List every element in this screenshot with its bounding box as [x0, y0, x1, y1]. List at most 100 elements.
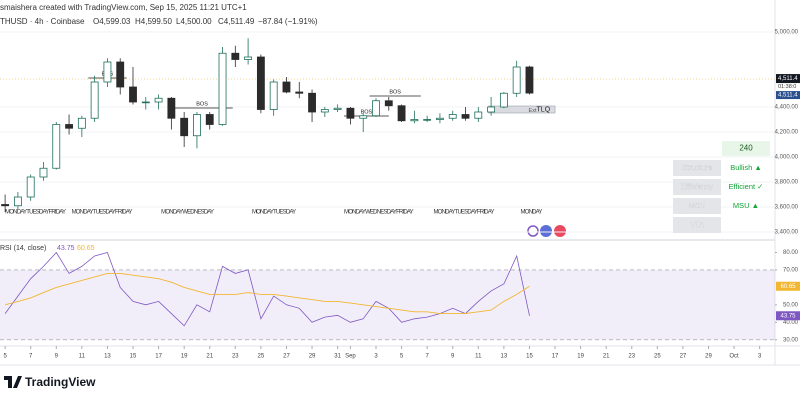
candle-body: [474, 111, 483, 119]
candle-body: [423, 119, 432, 121]
x-tick-label: 13: [104, 354, 111, 360]
row-label-cell: [673, 217, 721, 233]
session-label: MONDAYTUESDAYFRIDAY: [434, 210, 495, 216]
value-tag: [776, 281, 800, 291]
x-tick-label: 17: [552, 354, 559, 360]
rsi-legend-value: 43.75: [57, 245, 75, 252]
logo-icon: [4, 376, 22, 388]
candle-body: [295, 91, 304, 94]
ohlc-high: H4,599.50: [135, 17, 172, 26]
row-label-cell: [673, 198, 721, 214]
session-label: MONDAYWEDNESDAY: [161, 210, 214, 216]
candle-body: [256, 56, 265, 110]
price-tag-text: 4,511.4: [778, 93, 798, 99]
row-label-cell: [673, 160, 721, 176]
x-tick-label: 23: [232, 354, 239, 360]
price-pane: 5,000.00 4,400.00 4,200.00 4,000.00 3,800.00…: [0, 30, 800, 236]
bos-label: BOS: [361, 109, 373, 115]
x-tick-label: 27: [680, 354, 687, 360]
x-tick-label: 7: [29, 354, 33, 360]
candle-body: [13, 196, 22, 207]
y-tick-label: 40.00: [783, 320, 799, 326]
x-tick-label: 31: [334, 354, 341, 360]
x-tick-label: 3: [374, 354, 378, 360]
candle-body: [193, 114, 201, 137]
x-tick-label: 21: [603, 354, 610, 360]
author-line: smaishera created with TradingView.com, …: [0, 3, 247, 12]
candle-body: [512, 66, 521, 94]
rsi-band: [0, 269, 775, 340]
rsi-pane: 80.00 70.00 50.00 40.00 30.00 5 7 9 11 13 15 17 19 21…: [0, 245, 800, 360]
price-tag-text: 4,511.4: [778, 76, 798, 82]
zone-label: Ext: [529, 108, 537, 114]
x-tick-label: 9: [451, 354, 455, 360]
y-tick-label: 50.00: [783, 302, 799, 308]
candle-body: [141, 101, 150, 104]
row-label-cell: [673, 179, 721, 195]
candle-body: [129, 86, 137, 103]
y-tick-label: 4,200.00: [775, 130, 799, 136]
candle-body: [384, 100, 393, 107]
ohlc-close: C4,511.49: [218, 17, 255, 26]
y-tick-label: 80.00: [783, 250, 799, 256]
y-tick-label: 4,000.00: [775, 155, 799, 161]
status-table: 240 Structure Bullish ▲ Efficiency Efficient…: [673, 141, 770, 233]
x-tick-label: 3: [758, 354, 762, 360]
candle-body: [244, 56, 253, 60]
x-tick-label: 17: [155, 354, 162, 360]
candle-body: [180, 117, 189, 137]
zone-label: TLQ: [537, 106, 551, 113]
candle-body: [499, 92, 508, 108]
candle-body: [205, 114, 214, 125]
x-tick-label: 5: [3, 354, 7, 360]
x-tick-label: 9: [55, 354, 59, 360]
rsi-line: [4, 251, 530, 327]
icon: [527, 225, 539, 237]
candle-body: [487, 106, 496, 113]
candle-body: [218, 52, 227, 125]
y-tick-label: 70.00: [783, 268, 799, 274]
value-tag-text: 43.75: [780, 313, 796, 319]
candle-body: [231, 52, 240, 60]
candle-body: [65, 124, 73, 129]
y-tick-label: 5,000.00: [775, 30, 799, 36]
x-tick-label: 29: [705, 354, 712, 360]
x-tick-label: 15: [130, 354, 137, 360]
x-tick-label: 23: [628, 354, 635, 360]
candle-body: [52, 124, 61, 169]
candle-body: [154, 97, 163, 103]
session-label: MONDAYTUESDAYFRIDAY: [5, 210, 66, 216]
candle-body: [39, 167, 48, 178]
value-tag: [776, 311, 800, 321]
interval-cell: [722, 141, 770, 156]
row-value: Efficient ✓: [729, 182, 764, 191]
row-value: MSU ▲: [733, 201, 759, 210]
candle-body: [372, 100, 380, 117]
x-tick-label: 25: [654, 354, 661, 360]
row-label: Efficiency: [681, 182, 713, 191]
row-value: Bullish ▲: [730, 163, 762, 172]
candle-body: [167, 97, 176, 119]
footer-logo: TradingView: [4, 375, 96, 389]
x-tick-label: 21: [206, 354, 213, 360]
candle-body: [359, 115, 368, 119]
candle-body: [90, 81, 99, 119]
x-tick-label: 11: [475, 354, 482, 360]
candle-body: [308, 92, 316, 113]
x-tick-label: 5: [400, 354, 404, 360]
session-label: MONDAYTUESDAY: [252, 210, 296, 216]
bos-label: BOS: [389, 89, 401, 95]
rsi-ma-line: [4, 272, 530, 315]
x-tick-label: 13: [501, 354, 508, 360]
candle-body: [320, 109, 329, 113]
candle-body: [397, 105, 406, 122]
rsi-title: RSI (14, close): [0, 245, 46, 252]
row-label: Structure: [682, 163, 712, 172]
value-tag-text: 60.65: [780, 284, 796, 290]
candle-body: [436, 117, 444, 120]
session-label: MONDAYTUESDAYFRIDAY: [72, 210, 133, 216]
candle-body: [282, 81, 291, 93]
